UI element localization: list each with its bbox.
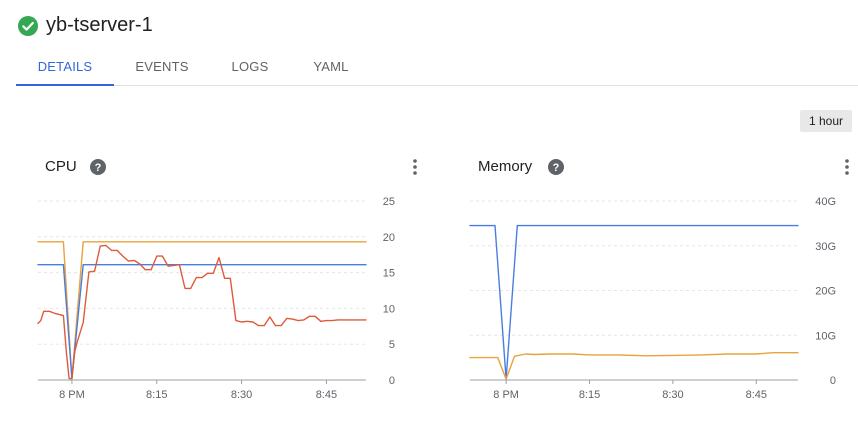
cpu-chart: 0 5 10 15 20 25 8 PM 8:15 8:30 8:45 bbox=[37, 196, 395, 401]
tab-yaml[interactable]: YAML bbox=[313, 59, 349, 74]
y-tick-label: 20G bbox=[815, 286, 836, 298]
series-line-limit bbox=[37, 241, 367, 380]
x-tick-label: 8:30 bbox=[662, 389, 683, 401]
memory-more-icon[interactable] bbox=[844, 158, 850, 176]
cpu-help-icon[interactable]: ? bbox=[90, 159, 106, 175]
memory-chart-title: Memory bbox=[478, 158, 533, 175]
cpu-chart-title: CPU bbox=[45, 158, 77, 175]
y-tick-label: 20 bbox=[383, 232, 395, 244]
pod-header: yb-tserver-1 bbox=[18, 14, 153, 37]
y-tick-label: 15 bbox=[383, 268, 395, 280]
x-tick-label: 8:45 bbox=[746, 389, 767, 401]
x-tick-label: 8:15 bbox=[579, 389, 600, 401]
svg-text:?: ? bbox=[553, 162, 560, 174]
y-tick-label: 40G bbox=[815, 196, 836, 208]
y-tick-label: 5 bbox=[389, 339, 395, 351]
y-tick-label: 10 bbox=[383, 303, 395, 315]
x-tick-label: 8:15 bbox=[146, 389, 167, 401]
x-tick-label: 8:45 bbox=[316, 389, 337, 401]
x-tick-label: 8 PM bbox=[493, 389, 519, 401]
x-tick-label: 8 PM bbox=[59, 389, 85, 401]
y-tick-label: 0 bbox=[389, 375, 395, 387]
y-tick-label: 25 bbox=[383, 196, 395, 208]
check-circle-icon bbox=[18, 15, 38, 36]
tab-events[interactable]: EVENTS bbox=[135, 59, 189, 74]
cpu-more-icon[interactable] bbox=[412, 158, 418, 176]
series-line-usage bbox=[37, 244, 367, 380]
tab-bar: DETAILS EVENTS LOGS YAML bbox=[16, 52, 858, 86]
y-tick-label: 10G bbox=[815, 330, 836, 342]
svg-text:?: ? bbox=[95, 162, 102, 174]
memory-chart: 0 10G 20G 30G 40G 8 PM 8:15 8:30 8:45 bbox=[469, 196, 836, 401]
tab-details[interactable]: DETAILS bbox=[16, 52, 114, 86]
x-tick-label: 8:30 bbox=[231, 389, 252, 401]
y-tick-label: 30G bbox=[815, 241, 836, 253]
tab-logs[interactable]: LOGS bbox=[231, 59, 269, 74]
y-tick-label: 0 bbox=[830, 375, 836, 387]
series-line-usage bbox=[469, 351, 799, 380]
memory-help-icon[interactable]: ? bbox=[548, 159, 564, 175]
time-range-button[interactable]: 1 hour bbox=[800, 110, 852, 132]
page-title: yb-tserver-1 bbox=[46, 14, 153, 36]
